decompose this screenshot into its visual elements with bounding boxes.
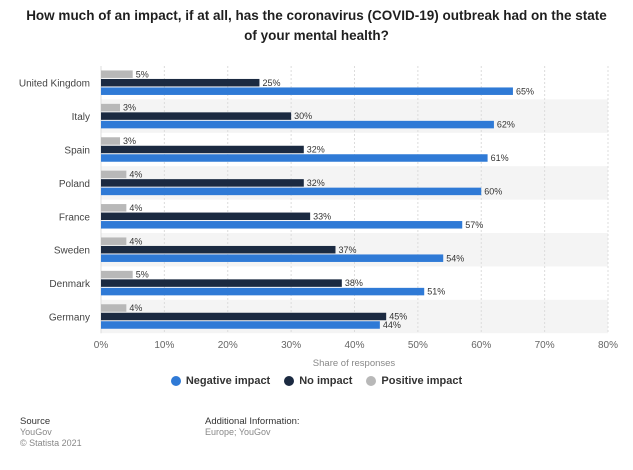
- additional-info-text: Europe; YouGov: [205, 427, 271, 437]
- data-label-positive-impact-sweden: 4%: [129, 236, 142, 246]
- data-label-no-impact-germany: 45%: [389, 312, 407, 322]
- data-label-no-impact-spain: 32%: [307, 145, 325, 155]
- bar-no-impact-spain: [101, 145, 304, 154]
- data-label-negative-impact-sweden: 54%: [446, 253, 464, 263]
- legend-label-positive-impact: Positive impact: [381, 375, 463, 387]
- x-tick-label: 20%: [218, 340, 238, 351]
- data-label-no-impact-sweden: 37%: [338, 245, 356, 255]
- bar-negative-impact-sweden: [101, 254, 444, 262]
- bar-no-impact-denmark: [101, 279, 342, 287]
- bars: [101, 70, 513, 329]
- category-label-italy: Italy: [72, 112, 90, 123]
- x-tick-labels: 0% 10% 20% 30% 40% 50% 60% 70% 80%: [94, 340, 618, 351]
- category-labels: United Kingdom Italy Spain Poland France Swed…: [19, 79, 91, 324]
- data-label-positive-impact-italy: 3%: [123, 103, 136, 113]
- bar-negative-impact-germany: [101, 321, 380, 329]
- data-label-negative-impact-france: 57%: [465, 220, 483, 230]
- x-axis-label: Share of responses: [313, 358, 396, 369]
- bar-positive-impact-united-kingdom: [101, 70, 133, 78]
- bar-positive-impact-poland: [101, 170, 127, 179]
- legend-label-negative-impact: Negative impact: [185, 375, 271, 387]
- x-tick-label: 60%: [471, 340, 491, 351]
- x-tick-label: 0%: [94, 340, 109, 351]
- category-label-poland: Poland: [59, 179, 90, 190]
- category-label-denmark: Denmark: [49, 279, 91, 290]
- chart-title: How much of an impact, if at all, has th…: [26, 8, 607, 43]
- bar-positive-impact-france: [101, 204, 127, 212]
- source-block: Source YouGov © Statista 2021: [20, 416, 82, 449]
- bar-no-impact-sweden: [101, 245, 336, 254]
- x-tick-label: 50%: [408, 340, 428, 351]
- category-label-france: France: [59, 212, 91, 223]
- bar-negative-impact-italy: [101, 120, 494, 129]
- x-tick-label: 70%: [535, 340, 555, 351]
- data-label-negative-impact-germany: 44%: [383, 320, 401, 330]
- data-label-positive-impact-denmark: 5%: [136, 270, 149, 280]
- data-label-positive-impact-france: 4%: [129, 203, 142, 213]
- data-label-negative-impact-denmark: 51%: [427, 287, 445, 297]
- bar-positive-impact-sweden: [101, 237, 127, 245]
- x-tick-label: 10%: [154, 340, 174, 351]
- bar-no-impact-united-kingdom: [101, 78, 260, 87]
- additional-info-label: Additional Information:: [205, 416, 300, 427]
- data-label-no-impact-poland: 32%: [307, 178, 325, 188]
- bar-no-impact-germany: [101, 312, 387, 321]
- legend-swatch-negative-impact: [170, 376, 181, 386]
- data-label-negative-impact-poland: 60%: [484, 186, 502, 196]
- bar-negative-impact-united-kingdom: [101, 87, 513, 95]
- data-label-positive-impact-germany: 4%: [129, 303, 142, 313]
- bar-positive-impact-italy: [101, 103, 121, 112]
- bar-no-impact-poland: [101, 179, 304, 187]
- bar-no-impact-france: [101, 212, 311, 221]
- source-label: Source: [20, 416, 51, 427]
- bar-no-impact-italy: [101, 112, 292, 120]
- legend-item-no-impact: No impact: [284, 375, 352, 387]
- data-label-positive-impact-united-kingdom: 5%: [136, 69, 149, 79]
- bar-negative-impact-denmark: [101, 287, 425, 296]
- category-label-germany: Germany: [49, 313, 90, 324]
- bar-negative-impact-france: [101, 221, 463, 229]
- data-label-positive-impact-spain: 3%: [123, 136, 136, 146]
- bar-negative-impact-spain: [101, 154, 488, 162]
- legend-item-positive-impact: Positive impact: [366, 375, 462, 387]
- legend-swatch-positive-impact: [366, 376, 377, 386]
- category-label-spain: Spain: [64, 146, 90, 157]
- bar-positive-impact-germany: [101, 304, 127, 312]
- bar-negative-impact-poland: [101, 187, 482, 196]
- data-label-negative-impact-italy: 62%: [497, 120, 515, 130]
- bar-positive-impact-spain: [101, 137, 121, 145]
- data-label-no-impact-italy: 30%: [294, 111, 312, 121]
- copyright: © Statista 2021: [20, 438, 82, 448]
- source-name: YouGov: [20, 427, 52, 437]
- x-tick-label: 30%: [281, 340, 301, 351]
- data-label-positive-impact-poland: 4%: [129, 169, 142, 179]
- legend: Negative impact No impact Positive impact: [0, 375, 633, 387]
- additional-info-block: Additional Information: Europe; YouGov: [205, 416, 300, 438]
- legend-item-negative-impact: Negative impact: [170, 375, 271, 387]
- data-label-negative-impact-united-kingdom: 65%: [516, 86, 534, 96]
- data-labels: 5% 25% 65% 3% 30% 62% 3% 32% 61% 4% 32% 60% 4% 33% 57%…: [123, 69, 534, 330]
- legend-label-no-impact: No impact: [299, 375, 353, 387]
- category-label-united-kingdom: United Kingdom: [19, 79, 90, 90]
- x-tick-label: 80%: [598, 340, 618, 351]
- data-label-negative-impact-spain: 61%: [491, 153, 509, 163]
- data-label-no-impact-denmark: 38%: [345, 278, 363, 288]
- legend-swatch-no-impact: [284, 376, 295, 386]
- bar-positive-impact-denmark: [101, 270, 133, 279]
- category-label-sweden: Sweden: [54, 246, 90, 257]
- data-label-no-impact-france: 33%: [313, 211, 331, 221]
- x-tick-label: 40%: [344, 340, 364, 351]
- data-label-no-impact-united-kingdom: 25%: [262, 78, 280, 88]
